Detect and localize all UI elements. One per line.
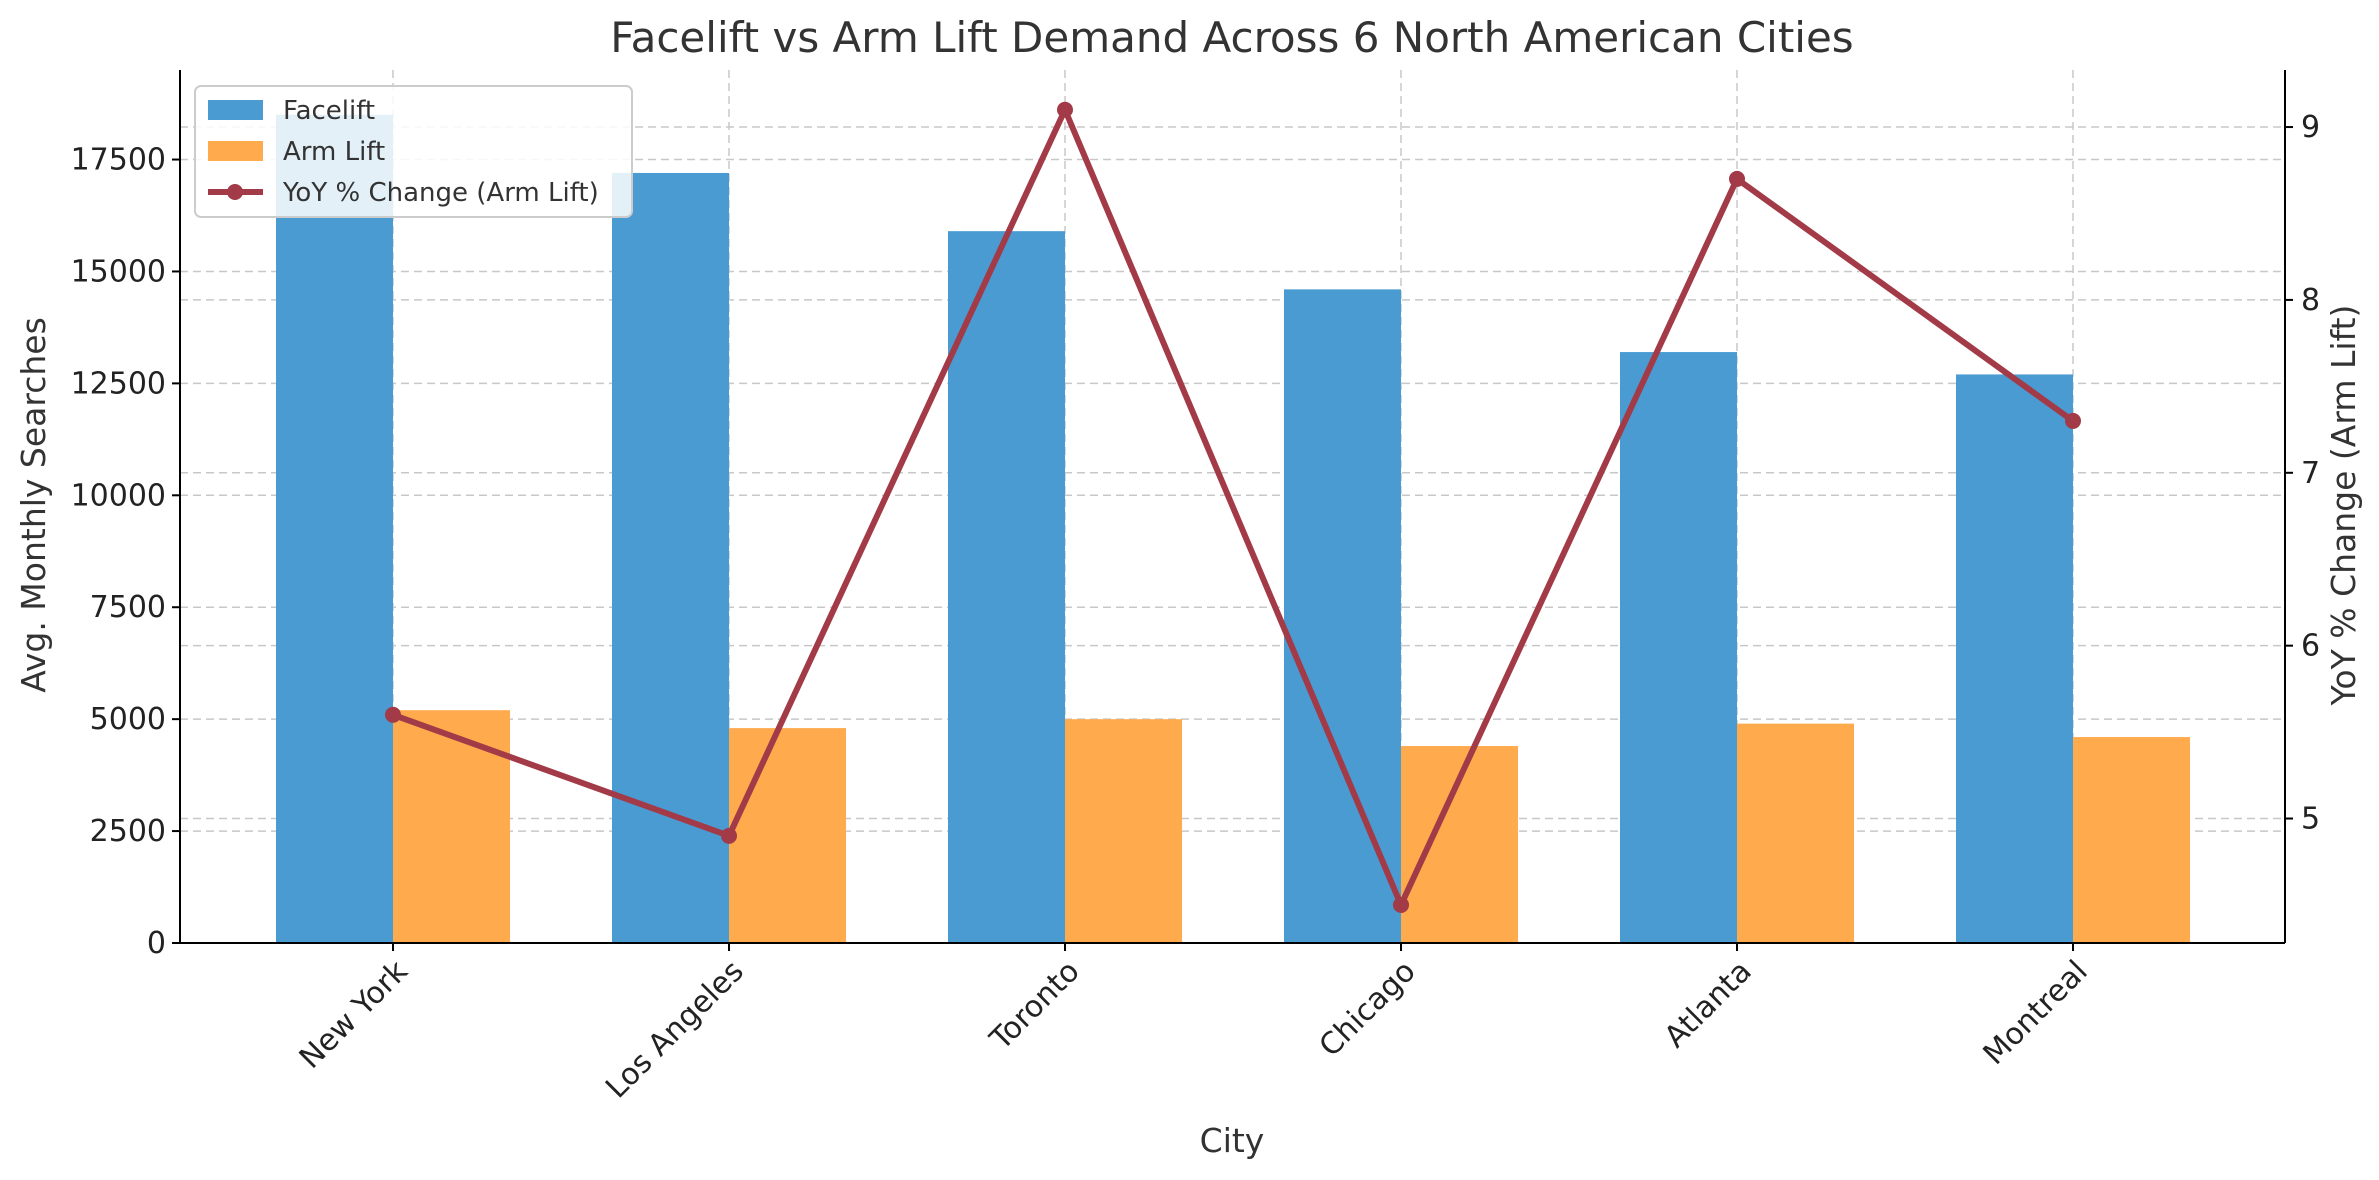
- x-tick-label: Chicago: [1313, 954, 1423, 1064]
- yoy-point-los-angeles: [721, 827, 737, 844]
- legend-label: Arm Lift: [283, 137, 385, 167]
- yoy-point-new-york: [385, 706, 401, 723]
- yoy-point-atlanta: [1729, 170, 1745, 187]
- legend-marker: [227, 184, 243, 200]
- y2-tick-label: 9: [2301, 110, 2320, 145]
- y-tick-label: 0: [147, 926, 166, 961]
- bar-arm-lift-new-york: [393, 710, 510, 943]
- y-tick-label: 17500: [71, 143, 166, 178]
- yoy-point-chicago: [1393, 896, 1409, 913]
- bar-arm-lift-atlanta: [1737, 723, 1854, 943]
- y-tick-label: 10000: [71, 478, 166, 513]
- bar-arm-lift-montreal: [2073, 737, 2190, 943]
- yoy-line-path: [391, 106, 2075, 908]
- legend-swatch: [208, 141, 263, 161]
- y2-tick-label: 6: [2301, 629, 2320, 664]
- yoy-point-toronto: [1057, 101, 1073, 118]
- y2-tick-label: 7: [2301, 456, 2320, 491]
- bar-facelift-chicago: [1284, 289, 1401, 943]
- y-tick-label: 5000: [90, 702, 166, 737]
- y2-tick-label: 8: [2301, 283, 2320, 318]
- legend-label: YoY % Change (Arm Lift): [282, 178, 599, 208]
- bar-facelift-toronto: [948, 231, 1065, 943]
- y-tick-label: 2500: [90, 814, 166, 849]
- y-tick-label: 15000: [71, 254, 166, 289]
- yoy-point-montreal: [2065, 412, 2081, 429]
- legend-label: Facelift: [283, 96, 375, 126]
- x-tick-label: New York: [293, 953, 415, 1075]
- x-tick-label: Los Angeles: [599, 954, 750, 1105]
- x-tick-label: Montreal: [1977, 954, 2095, 1072]
- y-axis-label: Avg. Monthly Searches: [14, 317, 53, 693]
- axes: [179, 70, 2286, 944]
- bar-arm-lift-toronto: [1065, 719, 1182, 943]
- bar-facelift-new-york: [276, 114, 393, 944]
- bar-facelift-atlanta: [1620, 352, 1737, 943]
- y-tick-label: 12500: [71, 366, 166, 401]
- x-tick-label: Atlanta: [1658, 954, 1759, 1055]
- legend-swatch: [208, 100, 263, 120]
- bar-facelift-montreal: [1956, 374, 2073, 943]
- chart-title: Facelift vs Arm Lift Demand Across 6 Nor…: [610, 13, 1853, 62]
- yoy-line: [385, 101, 2081, 913]
- legend: Facelift Arm Lift YoY % Change (Arm Lift): [194, 85, 633, 218]
- bar-arm-lift-los-angeles: [729, 728, 846, 943]
- bars: [276, 114, 2190, 944]
- y2-tick-label: 5: [2301, 802, 2320, 837]
- y-tick-label: 7500: [90, 590, 166, 625]
- x-axis-label: City: [1200, 1121, 1265, 1160]
- y2-axis-label: YoY % Change (Arm Lift): [2324, 305, 2363, 707]
- legend-box: [194, 85, 633, 218]
- x-tick-label: Toronto: [983, 954, 1087, 1058]
